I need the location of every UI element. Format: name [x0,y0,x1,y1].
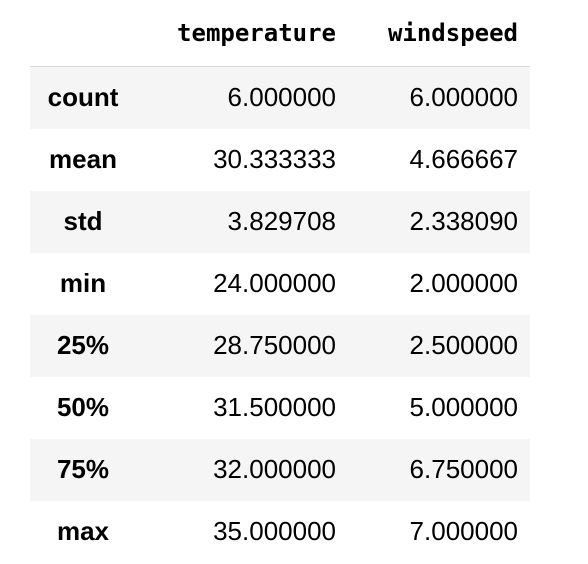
row-label-mean: mean [49,144,117,174]
cell-max-windspeed: 7.000000 [409,516,518,546]
describe-table: temperature windspeed count 6.000000 6.0… [30,0,530,563]
table-row: count 6.000000 6.000000 [30,66,530,129]
table-row: max 35.000000 7.000000 [30,501,530,563]
cell-75pct-temperature: 32.000000 [213,454,336,484]
cell-count-windspeed: 6.000000 [409,82,518,113]
cell-min-windspeed: 2.000000 [409,268,518,298]
row-label-25pct: 25% [56,330,110,360]
cell-50pct-temperature: 31.500000 [213,392,336,422]
row-label-std: std [63,206,103,236]
table-row: 25% 28.750000 2.500000 [30,314,530,377]
cell-min-temperature: 24.000000 [213,268,336,298]
table-row: mean 30.333333 4.666667 [30,129,530,191]
table-row: min 24.000000 2.000000 [30,253,530,315]
table-row: 75% 32.000000 6.750000 [30,438,530,501]
table-row: std 3.829708 2.338090 [30,190,530,253]
column-header-temperature: temperature [136,0,348,67]
cell-std-windspeed: 2.338090 [409,206,518,236]
cell-max-temperature: 35.000000 [213,516,336,546]
cell-count-temperature: 6.000000 [227,82,336,113]
row-label-count: count [47,82,119,113]
row-label-min: min [59,268,107,298]
cell-std-temperature: 3.829708 [227,206,336,236]
table-header: temperature windspeed [30,0,530,67]
index-header-cell [30,0,136,67]
row-label-max: max [56,516,110,546]
cell-50pct-windspeed: 5.000000 [409,392,518,422]
row-label-50pct: 50% [56,392,110,422]
table-row: 50% 31.500000 5.000000 [30,377,530,439]
cell-75pct-windspeed: 6.750000 [409,454,518,484]
row-label-75pct: 75% [56,454,110,484]
cell-25pct-windspeed: 2.500000 [409,330,518,360]
table-body: count 6.000000 6.000000 mean 30.333333 4… [30,66,530,563]
cell-25pct-temperature: 28.750000 [213,330,336,360]
cell-mean-windspeed: 4.666667 [409,144,518,174]
cell-mean-temperature: 30.333333 [213,144,336,174]
column-header-windspeed: windspeed [348,0,530,67]
header-row: temperature windspeed [30,0,530,67]
